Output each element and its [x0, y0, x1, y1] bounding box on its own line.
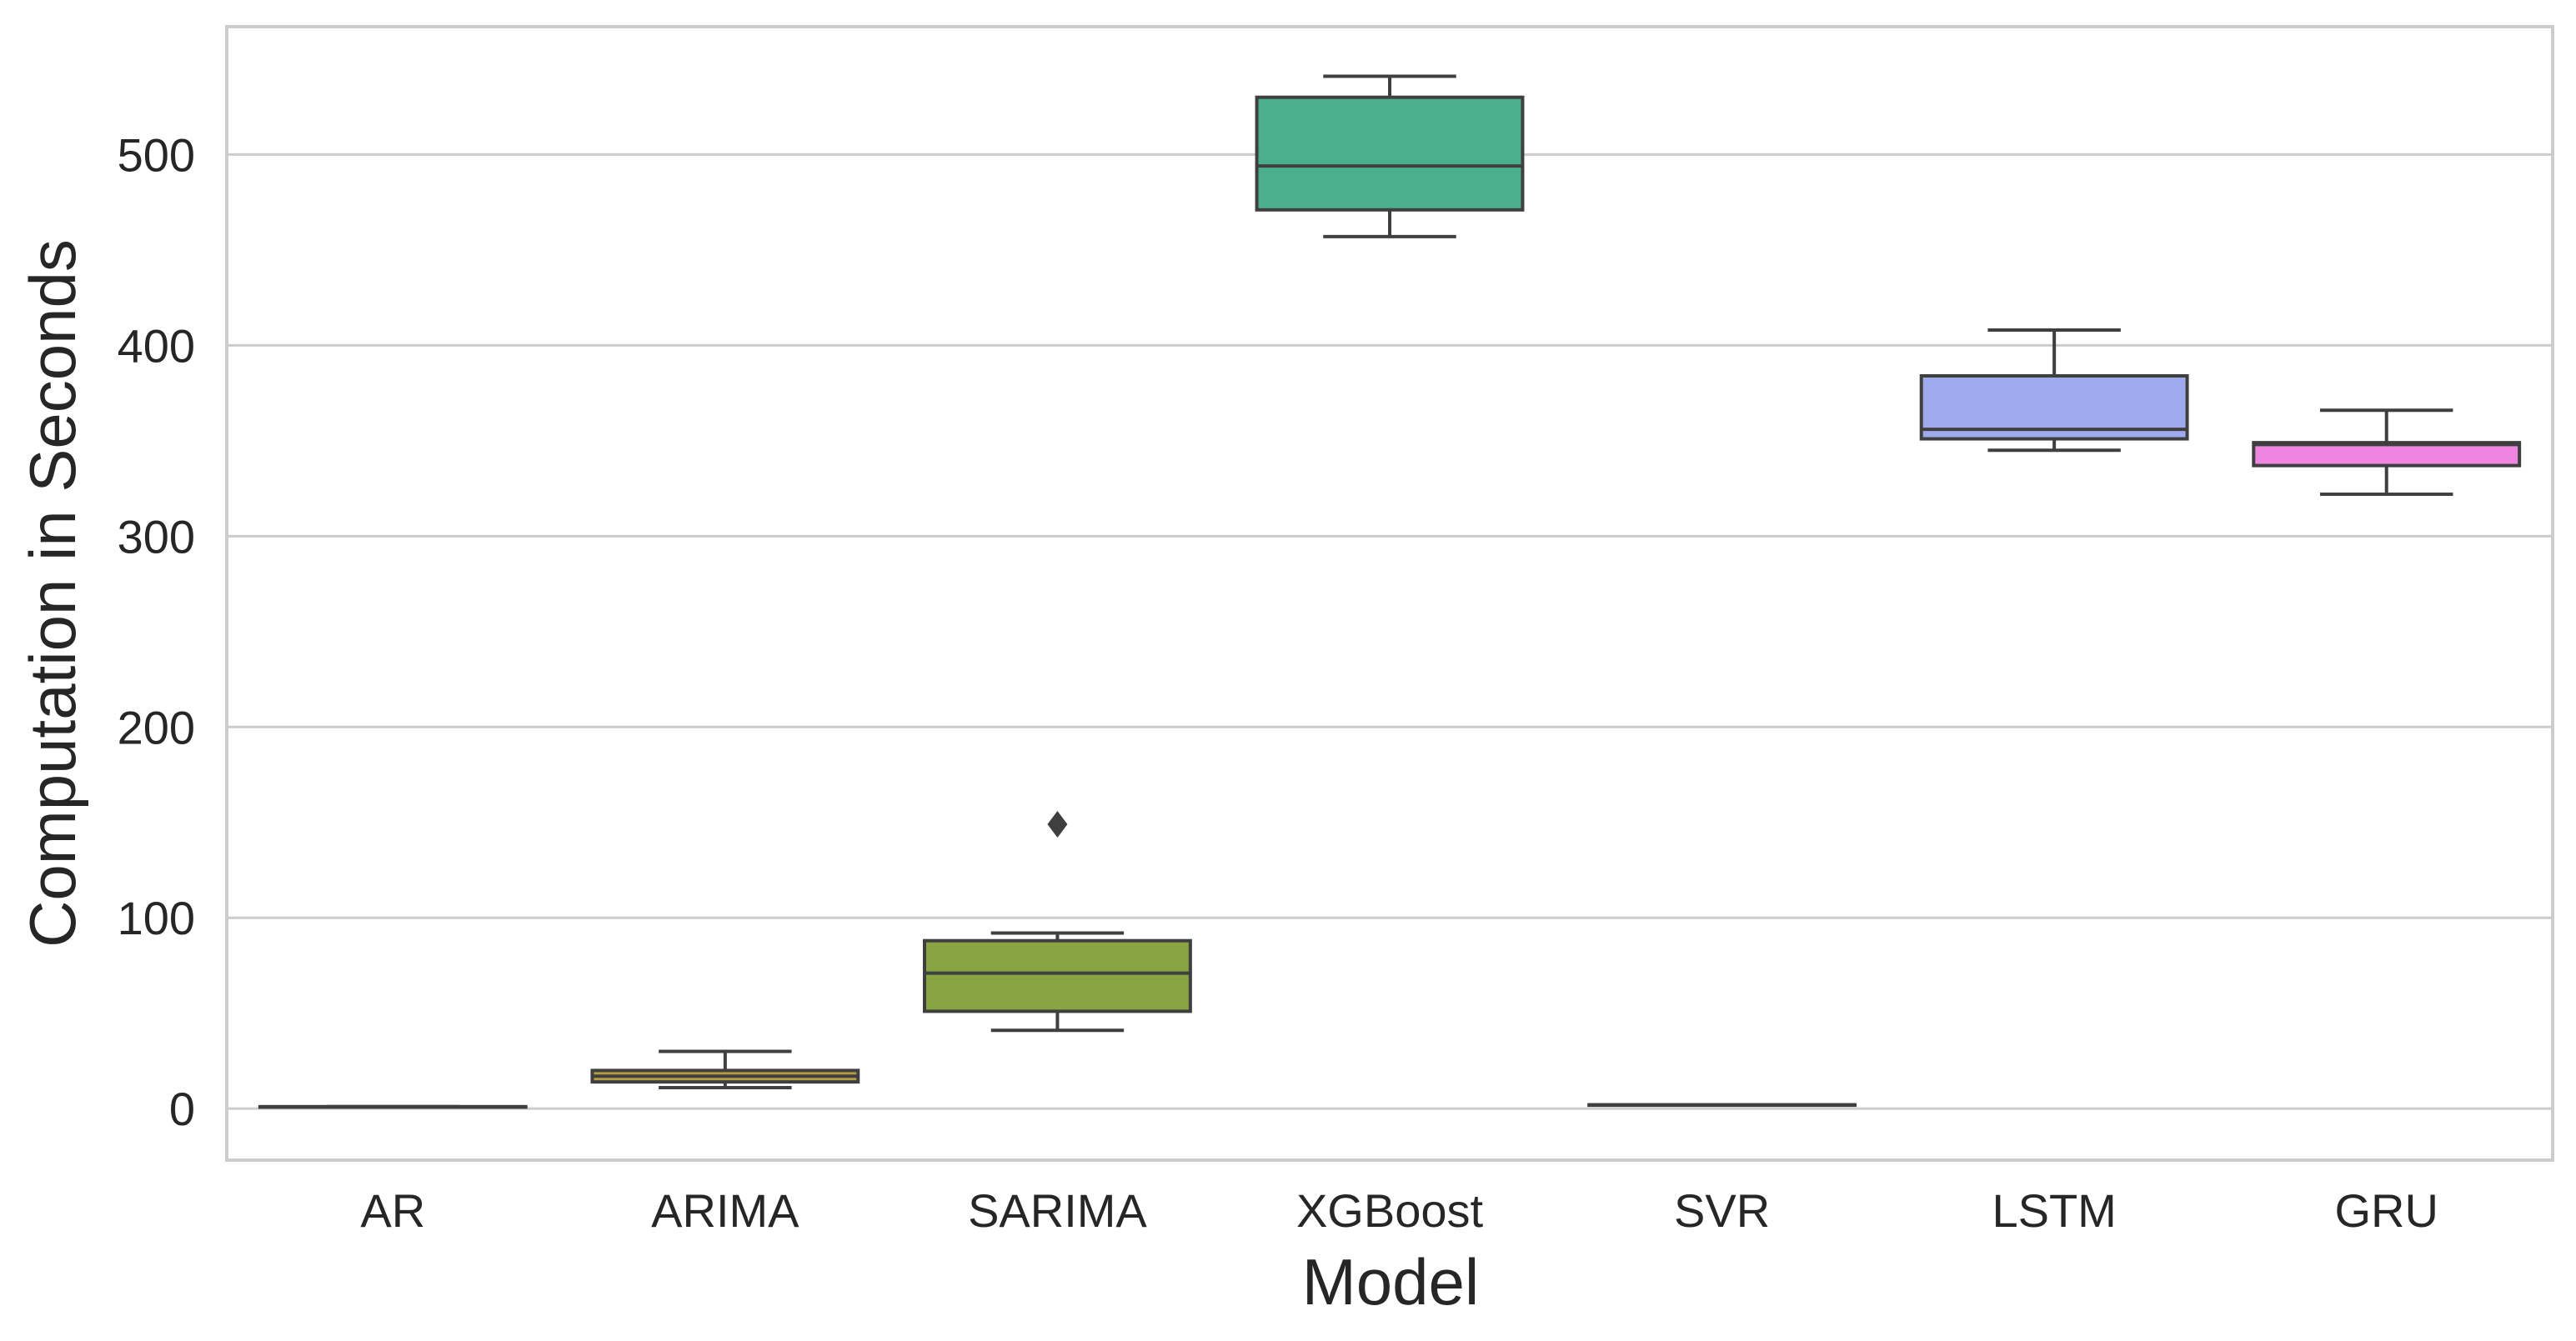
- y-axis-title: Computation in Seconds: [16, 239, 89, 948]
- outlier-point: [1047, 811, 1068, 838]
- box-sarima: [923, 811, 1192, 1033]
- x-tick-xgboost: XGBoost: [1296, 1184, 1484, 1237]
- box-lstm: [1919, 328, 2189, 453]
- y-tick-labels: 0 100 200 300 400 500: [118, 128, 195, 1135]
- boxes: [258, 74, 2522, 1109]
- iqr-box: [2252, 441, 2522, 468]
- y-tick-200: 200: [118, 701, 195, 753]
- y-tick-300: 300: [118, 510, 195, 563]
- x-tick-gru: GRU: [2334, 1184, 2438, 1237]
- y-tick-400: 400: [118, 319, 195, 372]
- y-tick-500: 500: [118, 128, 195, 181]
- y-tick-100: 100: [118, 892, 195, 944]
- box-svr: [1587, 1103, 1857, 1108]
- box-ar: [258, 1104, 528, 1109]
- box-gru: [2252, 408, 2522, 496]
- box-arima: [590, 1049, 860, 1089]
- box-xgboost: [1255, 74, 1525, 238]
- iqr-box: [1255, 95, 1525, 212]
- y-gridlines: [227, 153, 2553, 1110]
- plot-frame: [225, 25, 2554, 1162]
- x-axis-title: Model: [1302, 1245, 1479, 1318]
- x-tick-sarima: SARIMA: [968, 1184, 1147, 1237]
- y-tick-0: 0: [169, 1083, 195, 1135]
- x-tick-ar: AR: [360, 1184, 425, 1237]
- x-tick-labels: AR ARIMA SARIMA XGBoost SVR LSTM GRU: [360, 1184, 2438, 1237]
- x-tick-arima: ARIMA: [651, 1184, 799, 1237]
- iqr-box: [923, 938, 1192, 1013]
- x-tick-lstm: LSTM: [1992, 1184, 2116, 1237]
- x-tick-svr: SVR: [1674, 1184, 1770, 1237]
